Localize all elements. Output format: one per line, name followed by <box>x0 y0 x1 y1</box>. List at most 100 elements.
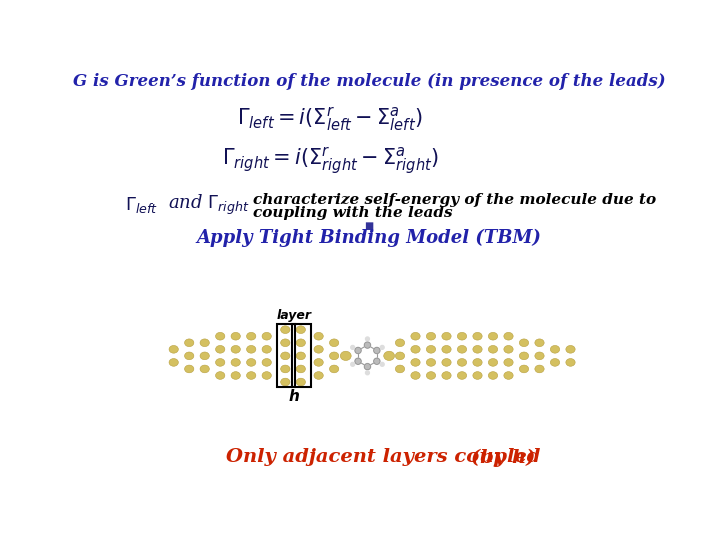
Circle shape <box>380 362 384 366</box>
Ellipse shape <box>519 352 528 360</box>
Ellipse shape <box>457 372 467 379</box>
Ellipse shape <box>395 365 405 373</box>
Ellipse shape <box>550 346 559 353</box>
Ellipse shape <box>442 372 451 379</box>
Ellipse shape <box>535 352 544 360</box>
Ellipse shape <box>566 359 575 366</box>
Ellipse shape <box>457 333 467 340</box>
Ellipse shape <box>246 372 256 379</box>
Ellipse shape <box>281 378 290 386</box>
Text: (by h): (by h) <box>472 448 536 467</box>
Ellipse shape <box>296 326 305 334</box>
Ellipse shape <box>246 333 256 340</box>
Ellipse shape <box>426 372 436 379</box>
Ellipse shape <box>231 372 240 379</box>
Ellipse shape <box>395 339 405 347</box>
Circle shape <box>364 363 371 370</box>
Circle shape <box>351 362 355 366</box>
Ellipse shape <box>519 339 528 347</box>
Circle shape <box>355 347 361 354</box>
Ellipse shape <box>200 352 210 360</box>
Ellipse shape <box>262 333 271 340</box>
Ellipse shape <box>314 333 323 340</box>
Text: h: h <box>289 389 300 404</box>
Ellipse shape <box>215 372 225 379</box>
Ellipse shape <box>215 333 225 340</box>
Ellipse shape <box>281 339 290 347</box>
Ellipse shape <box>231 359 240 366</box>
Ellipse shape <box>457 346 467 353</box>
Circle shape <box>380 346 384 349</box>
Ellipse shape <box>231 346 240 353</box>
Text: layer: layer <box>276 308 311 321</box>
Ellipse shape <box>442 333 451 340</box>
Ellipse shape <box>426 359 436 366</box>
Ellipse shape <box>169 359 179 366</box>
Ellipse shape <box>330 339 339 347</box>
Ellipse shape <box>296 339 305 347</box>
Ellipse shape <box>314 359 323 366</box>
Ellipse shape <box>411 346 420 353</box>
Ellipse shape <box>262 346 271 353</box>
Ellipse shape <box>184 352 194 360</box>
Ellipse shape <box>184 339 194 347</box>
Circle shape <box>351 346 355 349</box>
Ellipse shape <box>262 359 271 366</box>
Ellipse shape <box>473 333 482 340</box>
Circle shape <box>355 358 361 365</box>
Ellipse shape <box>535 339 544 347</box>
Ellipse shape <box>215 359 225 366</box>
Ellipse shape <box>426 333 436 340</box>
Ellipse shape <box>314 372 323 379</box>
Ellipse shape <box>281 365 290 373</box>
Ellipse shape <box>411 372 420 379</box>
Ellipse shape <box>341 351 351 361</box>
Ellipse shape <box>473 372 482 379</box>
Ellipse shape <box>473 346 482 353</box>
Ellipse shape <box>488 333 498 340</box>
Ellipse shape <box>314 346 323 353</box>
Circle shape <box>364 342 371 348</box>
Text: coupling with the leads: coupling with the leads <box>253 206 452 220</box>
Circle shape <box>374 347 380 354</box>
Ellipse shape <box>231 333 240 340</box>
Ellipse shape <box>296 365 305 373</box>
Ellipse shape <box>550 359 559 366</box>
Ellipse shape <box>330 365 339 373</box>
Text: Apply Tight Binding Model (TBM): Apply Tight Binding Model (TBM) <box>197 229 541 247</box>
Ellipse shape <box>296 378 305 386</box>
Ellipse shape <box>281 326 290 334</box>
Ellipse shape <box>246 346 256 353</box>
Ellipse shape <box>457 359 467 366</box>
Ellipse shape <box>330 352 339 360</box>
Ellipse shape <box>169 346 179 353</box>
Text: $\Gamma_{right} = i(\Sigma^r_{right} - \Sigma^a_{right})$: $\Gamma_{right} = i(\Sigma^r_{right} - \… <box>222 145 438 177</box>
Ellipse shape <box>504 372 513 379</box>
Ellipse shape <box>488 346 498 353</box>
Circle shape <box>366 371 369 375</box>
Text: characterize self-energy of the molecule due to: characterize self-energy of the molecule… <box>253 193 656 207</box>
Ellipse shape <box>566 346 575 353</box>
Circle shape <box>366 337 369 341</box>
Ellipse shape <box>411 333 420 340</box>
Ellipse shape <box>384 351 395 361</box>
Ellipse shape <box>473 359 482 366</box>
Bar <box>292 325 311 387</box>
Text: and $\Gamma_{right}$: and $\Gamma_{right}$ <box>168 193 249 217</box>
Ellipse shape <box>519 365 528 373</box>
Ellipse shape <box>504 333 513 340</box>
Text: Only adjacent layers coupled: Only adjacent layers coupled <box>225 449 546 467</box>
Text: G is Green’s function of the molecule (in presence of the leads): G is Green’s function of the molecule (i… <box>73 73 665 90</box>
Ellipse shape <box>281 352 290 360</box>
Ellipse shape <box>296 352 305 360</box>
Ellipse shape <box>442 359 451 366</box>
Ellipse shape <box>200 365 210 373</box>
Ellipse shape <box>488 372 498 379</box>
Text: ■: ■ <box>364 221 374 232</box>
Ellipse shape <box>246 359 256 366</box>
Ellipse shape <box>488 359 498 366</box>
Ellipse shape <box>535 365 544 373</box>
Circle shape <box>374 358 380 365</box>
Text: $\Gamma_{left}$: $\Gamma_{left}$ <box>125 195 158 215</box>
Ellipse shape <box>215 346 225 353</box>
